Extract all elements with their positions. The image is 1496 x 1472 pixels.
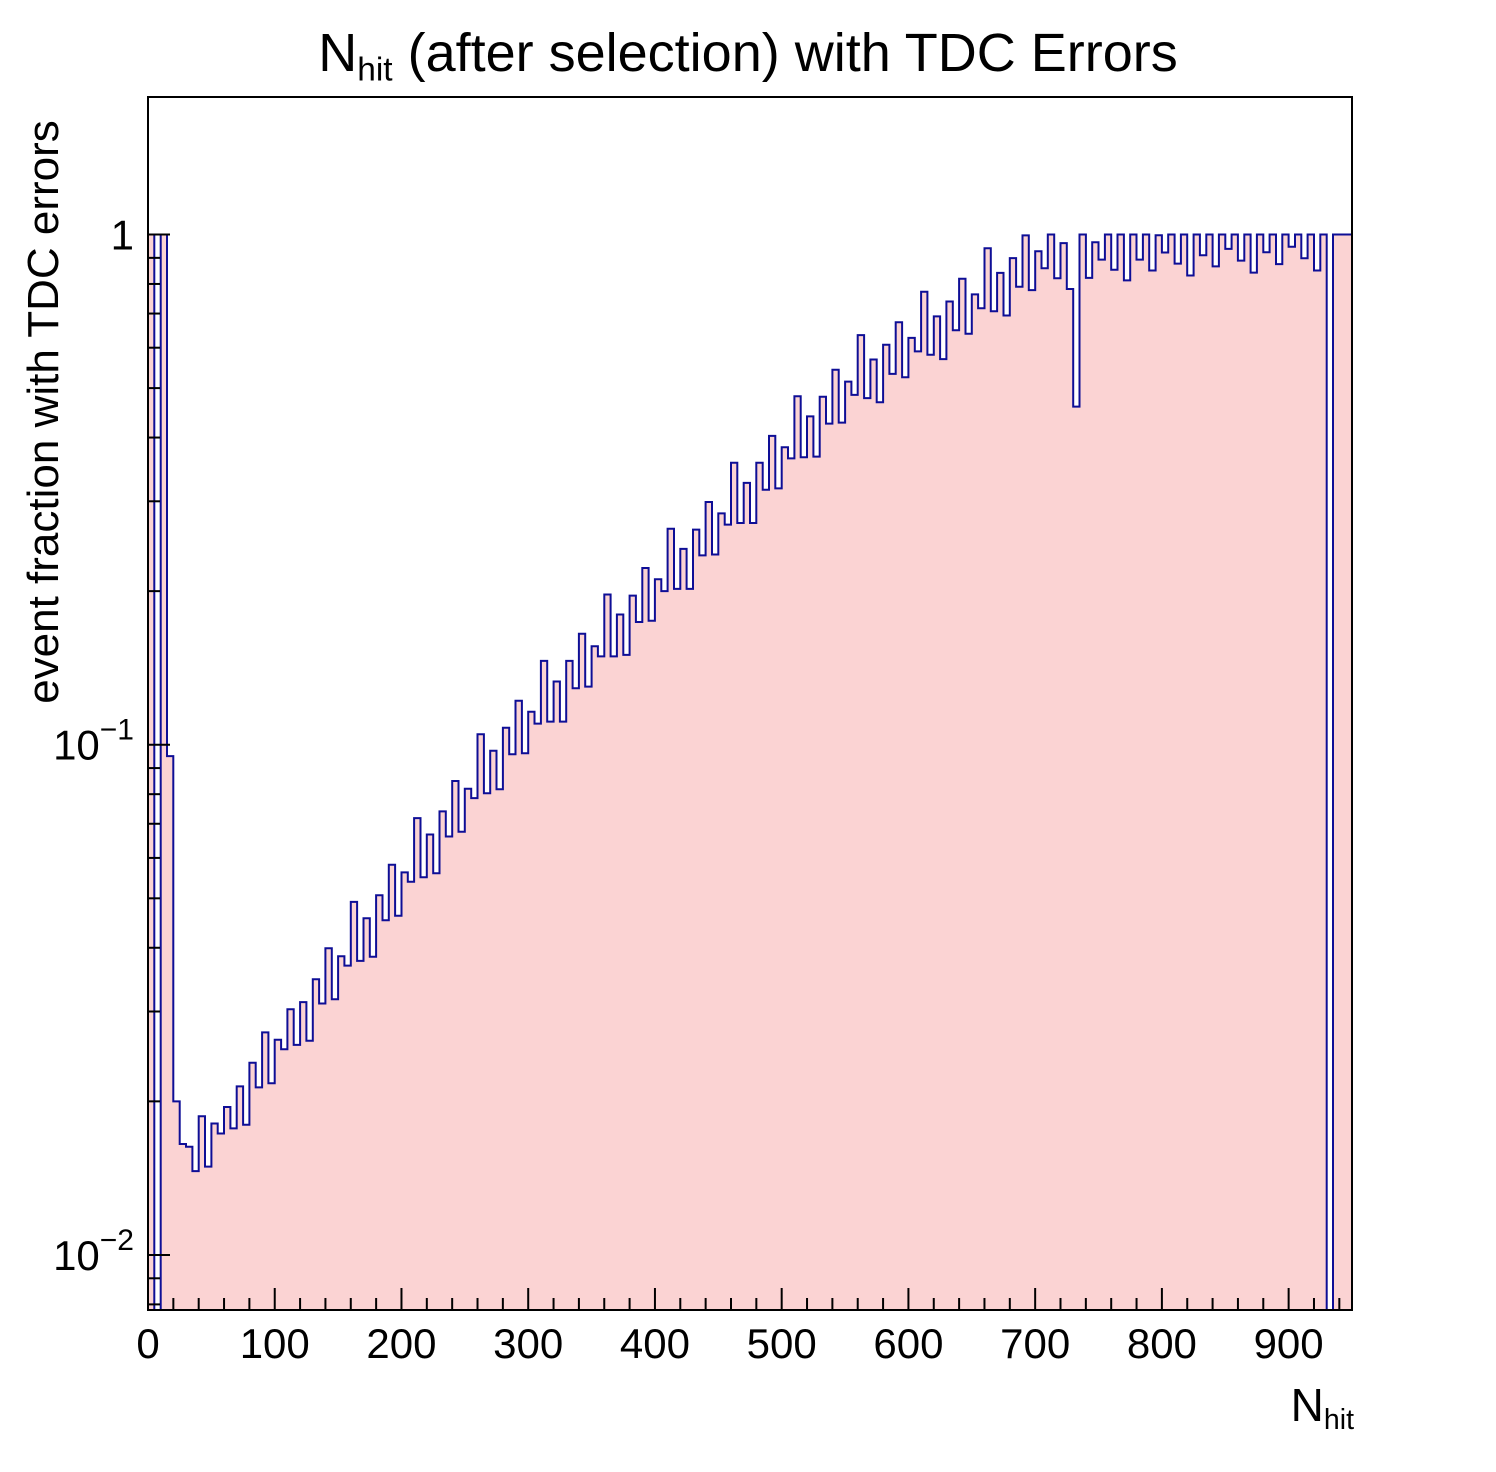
chart-title-sub: hit <box>357 51 393 89</box>
y-tick-label: 1 <box>111 212 134 259</box>
x-tick-label: 600 <box>873 1320 943 1367</box>
x-axis-title-main: N <box>1290 1379 1324 1431</box>
chart-title-rest: (after selection) with TDC Errors <box>392 23 1178 83</box>
x-tick-label: 0 <box>136 1320 159 1367</box>
chart-title-main: N <box>318 23 358 83</box>
y-tick-label: 10−1 <box>53 714 134 769</box>
chart-title: Nhit (after selection) with TDC Errors <box>0 22 1496 89</box>
x-axis-title: Nhit <box>1291 1378 1354 1437</box>
plot-frame <box>147 96 1353 1311</box>
histogram-fill <box>148 234 1352 1310</box>
x-tick-label: 700 <box>1000 1320 1070 1367</box>
x-tick-label: 200 <box>366 1320 436 1367</box>
x-tick-label: 300 <box>493 1320 563 1367</box>
x-axis-title-sub: hit <box>1323 1403 1354 1436</box>
x-tick-label: 500 <box>747 1320 817 1367</box>
x-tick-label: 900 <box>1254 1320 1324 1367</box>
x-tick-label: 800 <box>1127 1320 1197 1367</box>
x-tick-label: 400 <box>620 1320 690 1367</box>
y-axis-title-text: event fraction with TDC errors <box>19 120 68 704</box>
axes-ticks: 0 100 200 300 400 500 600 700 800 900 10−2 10−1 1 <box>53 212 1341 1367</box>
histogram-line <box>148 233 1352 1310</box>
x-tick-label: 100 <box>240 1320 310 1367</box>
y-tick-label: 10−2 <box>53 1224 134 1279</box>
